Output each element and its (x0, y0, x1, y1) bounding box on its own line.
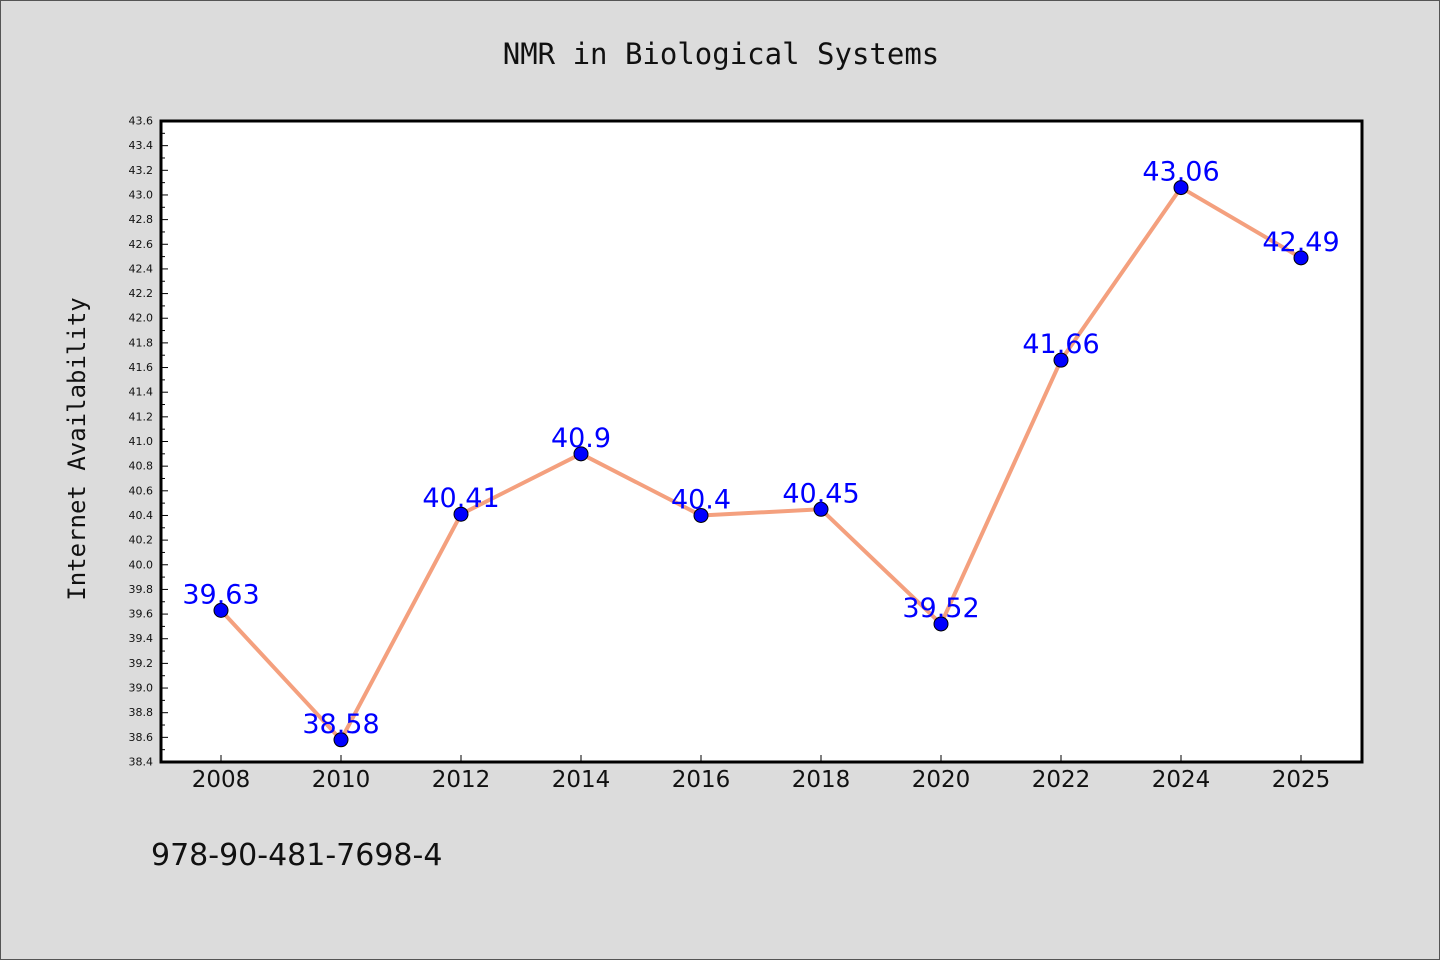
y-axis-ticks: 38.4 38.6 38.8 39.0 39.2 39.4 39.6 39.8 40.0 40.2… (129, 115, 168, 769)
y-tick-label: 39.4 (129, 632, 154, 645)
x-tick-label: 2025 (1272, 767, 1331, 793)
data-point (933, 616, 949, 632)
series-group: 39.63 38.58 40.41 40.9 40.4 40.45 39.52 41.66 43… (182, 157, 1340, 748)
y-tick-label: 42.6 (129, 238, 154, 251)
x-tick-label: 2012 (432, 767, 491, 793)
y-tick-label: 43.2 (129, 164, 154, 177)
y-tick-label: 41.2 (129, 410, 154, 423)
y-tick-label: 39.6 (129, 608, 154, 621)
data-label: 41.66 (1022, 329, 1099, 360)
x-tick-label: 2014 (552, 767, 611, 793)
data-label: 42.49 (1262, 227, 1339, 258)
data-label: 43.06 (1142, 157, 1219, 188)
x-tick-label: 2020 (912, 767, 971, 793)
data-label: 38.58 (302, 709, 379, 740)
y-tick-label: 42.8 (129, 213, 154, 226)
y-axis-label: Internet Availability (63, 297, 91, 600)
y-tick-label: 41.4 (129, 386, 154, 399)
y-tick-label: 40.8 (129, 460, 154, 473)
data-label: 40.9 (551, 423, 611, 454)
data-point (213, 602, 229, 618)
y-tick-label: 41.8 (129, 336, 154, 349)
data-label: 39.63 (182, 579, 259, 610)
data-label: 40.45 (782, 478, 859, 509)
y-tick-label: 43.4 (129, 139, 154, 152)
data-point (1293, 250, 1309, 266)
data-point (813, 501, 829, 517)
x-tick-label: 2008 (192, 767, 251, 793)
data-point (453, 506, 469, 522)
y-tick-label: 40.6 (129, 484, 154, 497)
x-tick-label: 2016 (672, 767, 731, 793)
y-tick-label: 38.4 (129, 756, 154, 769)
data-point (693, 507, 709, 523)
data-point (1053, 352, 1069, 368)
data-point (1173, 180, 1189, 196)
y-tick-label: 41.0 (129, 435, 154, 448)
y-tick-label: 40.0 (129, 558, 154, 571)
data-point (573, 446, 589, 462)
y-tick-label: 38.6 (129, 731, 154, 744)
x-tick-label: 2024 (1152, 767, 1211, 793)
y-tick-label: 43.0 (129, 188, 154, 201)
y-tick-label: 42.4 (129, 262, 154, 275)
y-tick-label: 42.0 (129, 312, 154, 325)
y-tick-label: 39.8 (129, 583, 154, 596)
series-line (219, 185, 1303, 742)
x-tick-label: 2018 (792, 767, 851, 793)
plot-area (159, 119, 1364, 764)
y-tick-label: 39.2 (129, 657, 154, 670)
chart-title: NMR in Biological Systems (503, 37, 940, 71)
y-tick-label: 39.0 (129, 682, 154, 695)
data-label: 39.52 (902, 593, 979, 624)
y-tick-label: 41.6 (129, 361, 154, 374)
y-tick-label: 42.2 (129, 287, 154, 300)
data-point (333, 732, 349, 748)
data-label: 40.4 (671, 484, 731, 515)
x-axis-ticks: 2008 2010 2012 2014 2016 2018 2020 2022 2024 2025 (192, 755, 1331, 793)
isbn-text: 978-90-481-7698-4 (151, 838, 442, 873)
y-tick-label: 38.8 (129, 706, 154, 719)
x-tick-label: 2010 (312, 767, 371, 793)
x-tick-label: 2022 (1032, 767, 1091, 793)
y-tick-label: 43.6 (129, 115, 154, 128)
data-label: 40.41 (422, 483, 499, 514)
y-tick-label: 40.2 (129, 534, 154, 547)
y-tick-label: 40.4 (129, 509, 154, 522)
